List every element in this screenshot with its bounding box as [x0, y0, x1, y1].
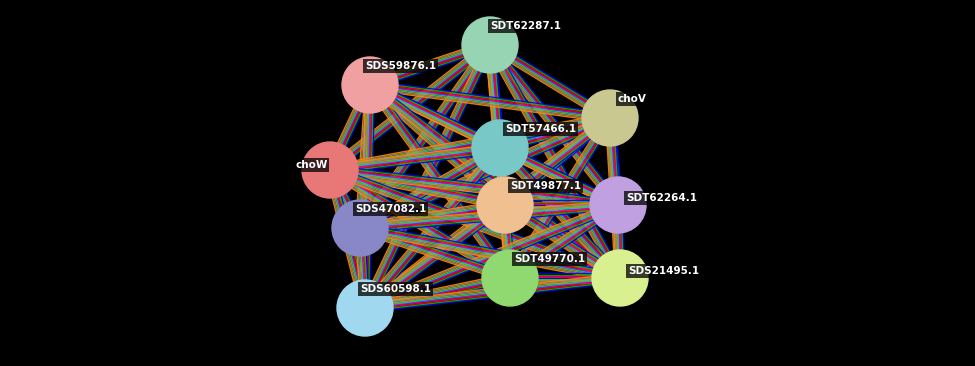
Text: SDT62287.1: SDT62287.1 [490, 21, 561, 31]
Text: SDS47082.1: SDS47082.1 [355, 204, 426, 214]
Circle shape [462, 17, 518, 73]
Circle shape [477, 177, 533, 233]
Text: choV: choV [618, 94, 646, 104]
Text: SDS59876.1: SDS59876.1 [365, 61, 436, 71]
Circle shape [302, 142, 358, 198]
Circle shape [582, 90, 638, 146]
Circle shape [342, 57, 398, 113]
Circle shape [592, 250, 648, 306]
Circle shape [590, 177, 646, 233]
Text: SDS60598.1: SDS60598.1 [360, 284, 431, 294]
Text: SDT49877.1: SDT49877.1 [510, 181, 581, 191]
Circle shape [482, 250, 538, 306]
Circle shape [332, 200, 388, 256]
Text: SDS21495.1: SDS21495.1 [628, 266, 699, 276]
Text: SDT62264.1: SDT62264.1 [626, 193, 697, 203]
Circle shape [337, 280, 393, 336]
Circle shape [472, 120, 528, 176]
Text: SDT57466.1: SDT57466.1 [505, 124, 576, 134]
Text: SDT49770.1: SDT49770.1 [514, 254, 585, 264]
Text: choW: choW [295, 160, 328, 170]
